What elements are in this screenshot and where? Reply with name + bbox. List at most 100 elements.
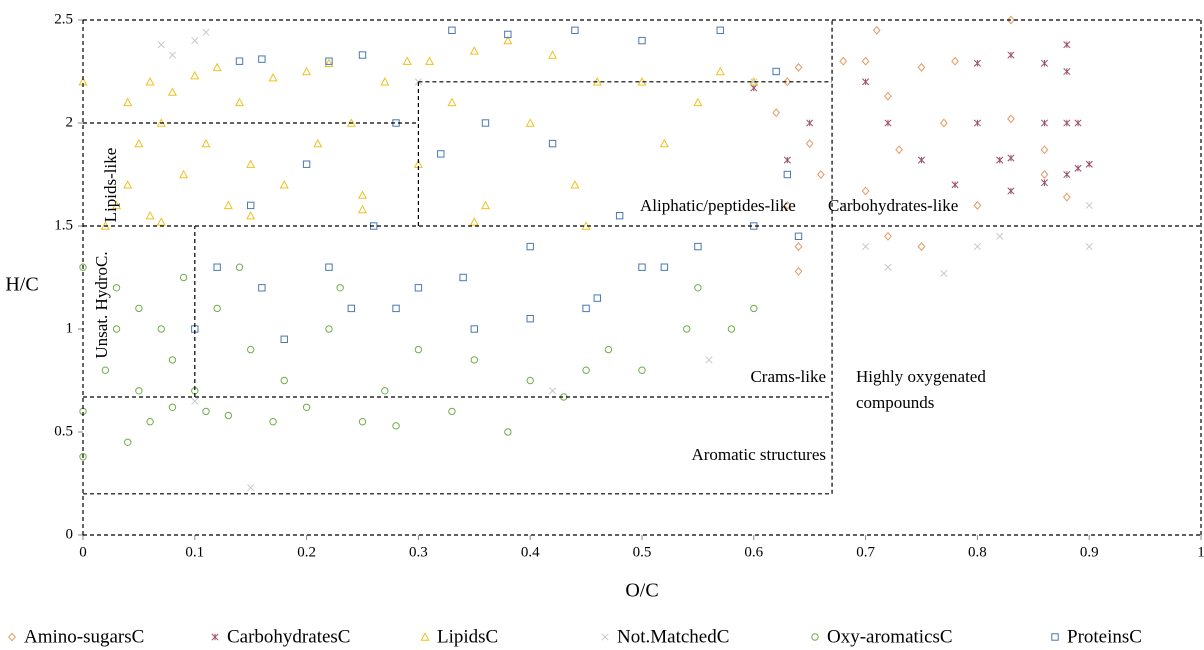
- region-label: Crams-like: [750, 367, 826, 386]
- point: [917, 242, 926, 252]
- point: [202, 28, 210, 36]
- legend-label: LipidsC: [437, 626, 498, 647]
- point: [973, 243, 981, 251]
- point: [1074, 164, 1082, 172]
- point: [996, 232, 1004, 240]
- point: [1085, 201, 1093, 209]
- point: [570, 180, 580, 189]
- point: [325, 325, 333, 333]
- point: [168, 51, 176, 59]
- point: [135, 304, 143, 313]
- point: [213, 304, 221, 313]
- y-tick-label: 1.5: [54, 217, 73, 233]
- point: [247, 484, 255, 492]
- point: [1085, 243, 1093, 251]
- point: [123, 97, 133, 107]
- legend-marker: [420, 632, 430, 641]
- point: [1062, 192, 1071, 202]
- y-tick-label: 2: [66, 114, 74, 130]
- point: [402, 56, 412, 65]
- point: [917, 156, 926, 164]
- point: [783, 200, 792, 210]
- point: [146, 418, 154, 426]
- legend-label: Amino-sugarsC: [24, 626, 144, 647]
- point: [179, 273, 188, 282]
- point: [135, 387, 143, 395]
- point: [380, 77, 390, 86]
- point: [526, 315, 534, 323]
- point: [235, 263, 244, 271]
- point: [448, 407, 456, 416]
- point: [258, 284, 266, 292]
- point: [234, 97, 245, 107]
- point: [280, 376, 288, 385]
- x-tick-label: 0.8: [968, 544, 987, 560]
- y-tick-label: 1: [66, 320, 74, 336]
- point: [112, 284, 121, 292]
- point: [694, 242, 702, 251]
- point: [582, 304, 590, 313]
- point: [459, 273, 467, 282]
- x-tick-label: 1: [1197, 544, 1204, 560]
- point: [235, 57, 244, 65]
- point: [124, 438, 132, 446]
- region-label: Highly oxygenated: [856, 367, 986, 386]
- point: [973, 119, 981, 127]
- point: [480, 200, 491, 210]
- point: [1085, 160, 1093, 168]
- point: [582, 366, 590, 374]
- point: [1040, 179, 1049, 187]
- x-tick-label: 0.5: [633, 544, 652, 560]
- point: [325, 263, 333, 271]
- point: [190, 70, 200, 80]
- point: [884, 119, 892, 127]
- x-tick-label: 0.2: [297, 544, 316, 560]
- region-label: compounds: [856, 393, 934, 412]
- x-tick-label: 0.9: [1080, 544, 1099, 560]
- point: [268, 72, 278, 82]
- point: [223, 200, 233, 210]
- point: [593, 294, 601, 302]
- point: [313, 138, 323, 148]
- point: [951, 56, 959, 66]
- point: [839, 201, 847, 209]
- x-tick-label: 0.1: [185, 544, 204, 560]
- point: [179, 169, 189, 179]
- point: [1007, 154, 1015, 162]
- point: [357, 204, 368, 214]
- point: [525, 118, 535, 127]
- x-tick-label: 0.7: [856, 544, 875, 560]
- point: [750, 84, 758, 92]
- point: [358, 418, 367, 426]
- region-label: Lipids-like: [101, 148, 120, 223]
- point: [469, 46, 479, 55]
- point: [1063, 67, 1071, 76]
- point: [862, 78, 870, 86]
- legend-marker: [601, 633, 609, 641]
- point: [503, 35, 513, 45]
- point: [750, 78, 758, 86]
- point: [638, 366, 646, 374]
- point: [191, 37, 199, 45]
- point: [392, 304, 400, 313]
- point: [693, 97, 703, 107]
- point: [939, 118, 948, 128]
- point: [280, 335, 288, 344]
- point: [167, 87, 177, 96]
- point: [392, 422, 400, 430]
- point: [683, 325, 691, 333]
- point: [425, 56, 435, 65]
- point: [168, 356, 177, 364]
- point: [940, 269, 948, 277]
- point: [336, 284, 344, 292]
- point: [638, 36, 646, 45]
- point: [157, 325, 165, 333]
- point: [134, 138, 144, 148]
- point: [302, 66, 312, 76]
- point: [79, 453, 87, 461]
- point: [437, 150, 445, 158]
- point: [1063, 119, 1071, 127]
- point: [247, 345, 255, 354]
- point: [414, 345, 423, 354]
